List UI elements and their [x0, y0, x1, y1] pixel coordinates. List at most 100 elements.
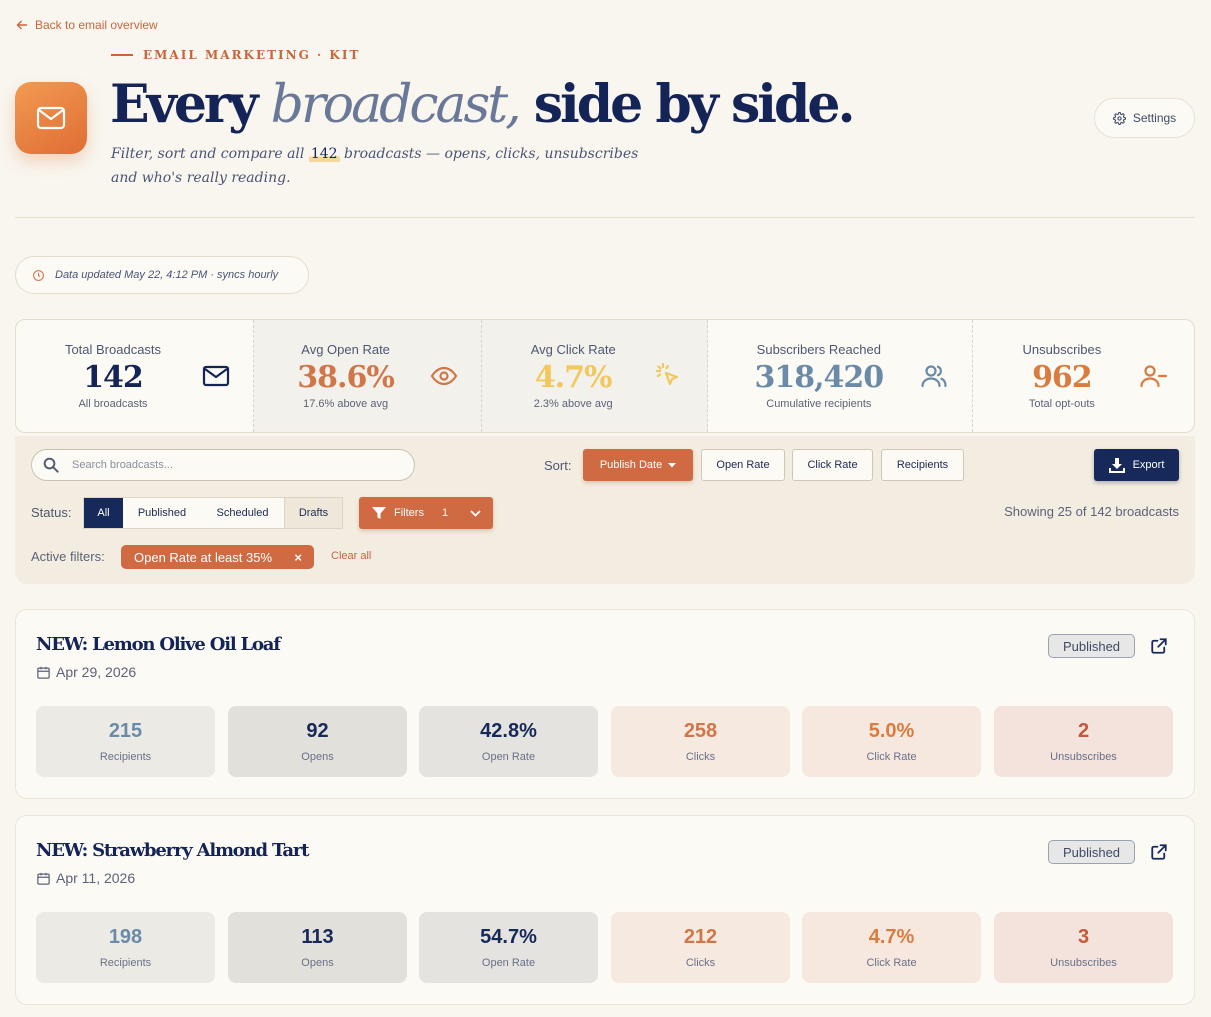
metric-value: 5.0% — [868, 720, 915, 742]
users-icon — [921, 365, 947, 388]
metric-opens: 92 Opens — [228, 706, 407, 777]
stat-label: Avg Click Rate — [530, 342, 616, 357]
metric-label: Clicks — [685, 957, 716, 969]
stat-sub: Total opt-outs — [1028, 398, 1095, 410]
metric-value: 92 — [306, 720, 329, 742]
sync-status: Data updated May 22, 4:12 PM · syncs hou… — [15, 256, 309, 294]
page-title: Every broadcast, side by side. — [110, 74, 856, 135]
mail-icon — [36, 106, 66, 130]
sort-option-label: Open Rate — [716, 459, 770, 471]
status-drafts-tab[interactable]: Drafts — [284, 498, 342, 528]
filter-toolbar: Search broadcasts... Sort: Publish Date … — [15, 436, 1195, 584]
eyebrow: EMAIL MARKETING · KIT — [111, 48, 360, 62]
stat-value: 4.7% — [534, 360, 613, 395]
metric-value: 198 — [108, 926, 143, 948]
search-icon — [43, 457, 59, 473]
title-pre: Every — [110, 74, 271, 135]
title-emphasis: broadcast, — [270, 75, 522, 135]
mail-icon — [202, 365, 230, 387]
export-button[interactable]: Export — [1094, 449, 1179, 481]
external-link-icon[interactable] — [1150, 637, 1168, 655]
sort-option-label: Recipients — [896, 459, 949, 471]
broadcast-card: NEW: Strawberry Almond Tart Apr 11, 2026… — [15, 815, 1195, 1005]
filters-button[interactable]: Filters 1 — [359, 497, 493, 529]
external-link-icon[interactable] — [1150, 843, 1168, 861]
stat-value: 142 — [83, 360, 144, 395]
metric-open-rate: 54.7% Open Rate — [419, 912, 598, 983]
remove-filter-icon[interactable]: × — [294, 549, 302, 565]
calendar-icon — [37, 872, 50, 885]
active-filter-chip[interactable]: Open Rate at least 35% × — [121, 545, 314, 569]
broadcast-date-label: Apr 11, 2026 — [56, 870, 136, 886]
sort-open-rate-button[interactable]: Open Rate — [701, 449, 785, 481]
stat-label: Unsubscribes — [1022, 342, 1102, 357]
results-count: Showing 25 of 142 broadcasts — [1004, 504, 1179, 519]
sort-click-rate-button[interactable]: Click Rate — [792, 449, 873, 481]
back-link[interactable]: Back to email overview — [16, 18, 158, 32]
sort-publish-date-button[interactable]: Publish Date — [583, 449, 693, 481]
stat-avg-open-rate: Avg Open Rate 38.6% 17.6% above avg — [253, 320, 483, 432]
metric-value: 113 — [301, 926, 334, 948]
stat-label: Subscribers Reached — [756, 342, 881, 357]
stat-avg-click-rate: Avg Click Rate 4.7% 2.3% above avg — [482, 320, 708, 432]
eyebrow-label: EMAIL MARKETING · KIT — [143, 48, 361, 62]
metric-unsubscribes: 3 Unsubscribes — [994, 912, 1173, 983]
app-logo — [15, 82, 87, 154]
broadcast-title[interactable]: NEW: Strawberry Almond Tart — [36, 840, 309, 861]
metric-value: 3 — [1077, 926, 1090, 948]
status-badge: Published — [1048, 840, 1135, 864]
broadcast-date: Apr 11, 2026 — [36, 870, 135, 886]
caret-down-icon — [668, 463, 677, 468]
settings-button[interactable]: Settings — [1094, 98, 1195, 138]
stat-unsubscribes: Unsubscribes 962 Total opt-outs — [973, 320, 1194, 432]
download-icon — [1108, 457, 1125, 473]
metric-click-rate: 4.7% Click Rate — [802, 912, 981, 983]
stat-value: 962 — [1032, 360, 1093, 395]
filters-count: 1 — [441, 507, 449, 519]
stat-sub: 2.3% above avg — [533, 398, 613, 410]
stat-label: Avg Open Rate — [301, 342, 390, 357]
eye-icon — [430, 366, 457, 386]
metric-value: 258 — [683, 720, 718, 742]
status-segmented-control: All Published Scheduled Drafts — [83, 497, 343, 529]
metric-label: Open Rate — [481, 957, 536, 969]
title-post: side by side. — [518, 74, 856, 135]
stat-sub: 17.6% above avg — [303, 398, 389, 410]
stat-sub: All broadcasts — [78, 398, 148, 410]
filters-label: Filters — [394, 507, 424, 519]
metric-open-rate: 42.8% Open Rate — [419, 706, 598, 777]
settings-label: Settings — [1132, 111, 1177, 125]
metric-value: 4.7% — [868, 926, 915, 948]
status-scheduled-tab[interactable]: Scheduled — [216, 507, 269, 519]
metric-recipients: 215 Recipients — [36, 706, 215, 777]
status-published-tab[interactable]: Published — [137, 507, 187, 519]
user-minus-icon — [1140, 365, 1168, 388]
subtitle-count: 142 — [308, 146, 340, 162]
metric-label: Recipients — [99, 751, 152, 763]
broadcast-date: Apr 29, 2026 — [36, 664, 136, 680]
metric-label: Opens — [301, 957, 334, 969]
sync-status-label: Data updated May 22, 4:12 PM · syncs hou… — [55, 269, 279, 281]
metric-label: Unsubscribes — [1050, 957, 1117, 969]
back-link-label: Back to email overview — [35, 18, 158, 32]
header-divider — [15, 217, 1195, 218]
status-all-tab[interactable]: All — [84, 498, 123, 528]
stats-panel: Total Broadcasts 142 All broadcasts Avg … — [15, 319, 1195, 433]
clear-all-link[interactable]: Clear all — [331, 550, 372, 562]
page-subtitle: Filter, sort and compare all 142 broadca… — [111, 142, 651, 190]
metric-recipients: 198 Recipients — [36, 912, 215, 983]
sort-recipients-button[interactable]: Recipients — [881, 449, 964, 481]
broadcast-title[interactable]: NEW: Lemon Olive Oil Loaf — [36, 634, 281, 655]
metric-unsubscribes: 2 Unsubscribes — [994, 706, 1173, 777]
status-badge: Published — [1048, 634, 1135, 658]
metric-label: Opens — [301, 751, 334, 763]
broadcast-date-label: Apr 29, 2026 — [56, 664, 137, 680]
cursor-click-icon — [656, 362, 679, 386]
stat-sub: Cumulative recipients — [766, 398, 872, 410]
search-input[interactable]: Search broadcasts... — [31, 449, 415, 481]
broadcast-card: NEW: Lemon Olive Oil Loaf Apr 29, 2026 P… — [15, 609, 1195, 799]
metric-label: Click Rate — [866, 751, 917, 763]
arrow-left-icon — [16, 20, 27, 30]
sort-option-label: Publish Date — [599, 459, 663, 471]
export-label: Export — [1132, 459, 1165, 471]
